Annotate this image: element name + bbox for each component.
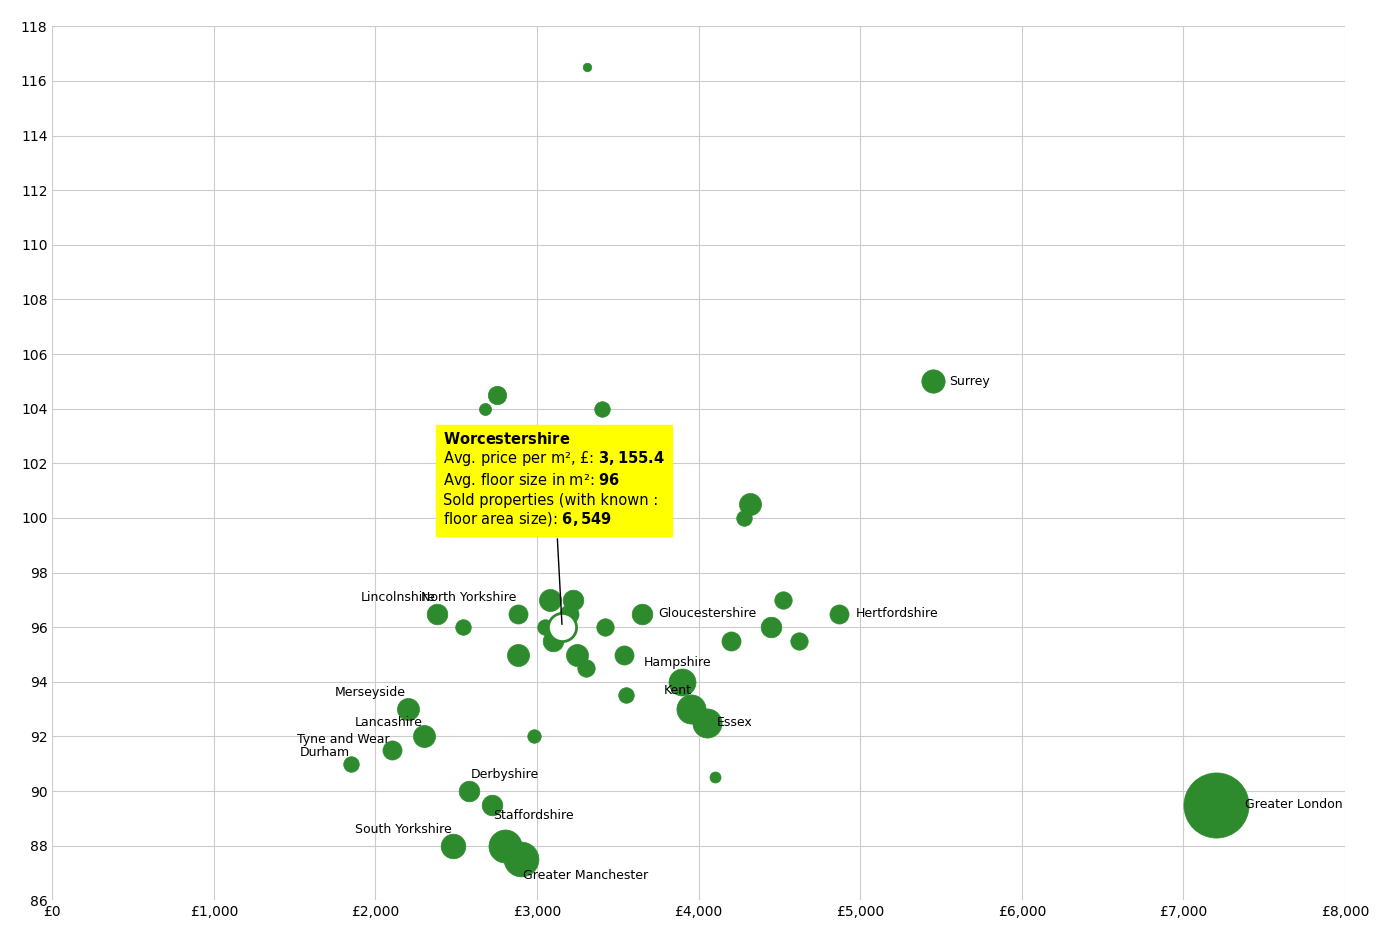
Text: South Yorkshire: South Yorkshire [354,822,452,836]
Point [474,401,496,416]
Text: Greater London: Greater London [1245,798,1343,811]
Point [575,60,598,75]
Point [396,701,418,716]
Text: Durham: Durham [299,746,350,760]
Point [788,634,810,649]
Point [614,688,637,703]
Point [442,838,464,854]
Point [733,510,755,525]
Text: Essex: Essex [716,716,752,729]
Point [566,647,588,662]
Point [550,619,573,634]
Point [481,797,503,812]
Text: Gloucestershire: Gloucestershire [659,607,756,620]
Point [671,674,694,689]
Point [341,756,363,771]
Point [534,619,556,634]
Text: Staffordshire: Staffordshire [493,809,574,822]
Point [459,784,481,799]
Text: $\mathbf{Worcestershire}$
Avg. price per m², £: $\mathbf{3,155.4}$
Avg. floor si: $\mathbf{Worcestershire}$ Avg. price per… [443,431,664,624]
Point [680,701,702,716]
Text: Merseyside: Merseyside [335,686,406,699]
Point [594,619,616,634]
Point [413,728,435,744]
Text: Tyne and Wear: Tyne and Wear [297,732,391,745]
Point [574,661,596,676]
Point [425,606,448,621]
Point [506,606,528,621]
Text: Hampshire: Hampshire [644,656,712,669]
Point [510,852,532,867]
Point [739,496,762,511]
Point [703,770,726,785]
Point [591,401,613,416]
Point [562,592,584,607]
Text: Lancashire: Lancashire [354,716,423,729]
Point [613,647,635,662]
Point [381,743,403,758]
Point [506,647,528,662]
Point [760,619,783,634]
Point [922,374,944,389]
Text: Kent: Kent [663,683,692,697]
Text: Lincolnshire: Lincolnshire [360,590,435,603]
Point [695,715,717,730]
Point [523,728,545,744]
Text: Surrey: Surrey [949,375,990,388]
Text: North Yorkshire: North Yorkshire [421,590,516,603]
Point [828,606,851,621]
Point [631,606,653,621]
Point [559,606,581,621]
Point [771,592,794,607]
Text: Greater Manchester: Greater Manchester [523,870,648,883]
Point [485,387,507,402]
Text: Derbyshire: Derbyshire [471,768,539,781]
Point [720,634,742,649]
Point [1205,797,1227,812]
Text: Hertfordshire: Hertfordshire [855,607,938,620]
Point [452,619,474,634]
Point [542,634,564,649]
Point [493,838,516,854]
Point [539,592,562,607]
